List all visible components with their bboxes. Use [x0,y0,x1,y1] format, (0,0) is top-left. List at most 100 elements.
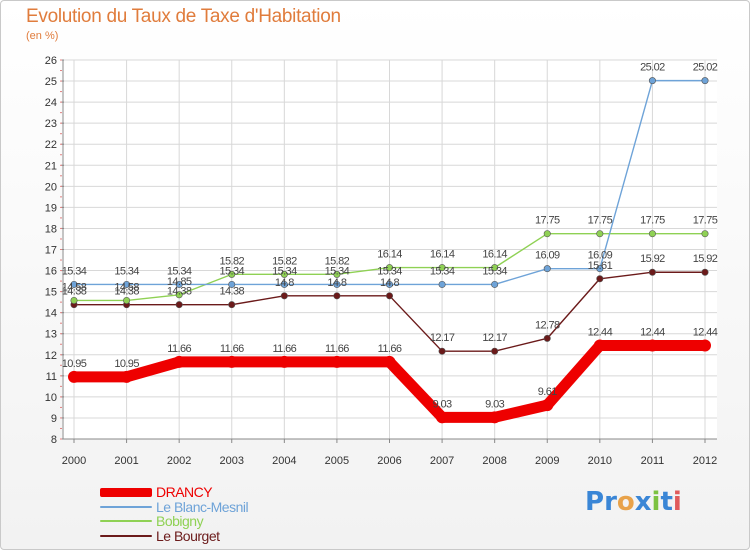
data-point [278,355,291,368]
y-tick-label: 12 [45,350,57,362]
legend-label: Le Blanc-Mesnil [156,499,249,515]
data-point [385,292,393,300]
x-tick-label: 2006 [377,455,401,467]
data-label: 14.58 [114,281,139,293]
data-label: 11.66 [220,343,244,355]
data-label: 16.14 [430,249,455,261]
data-label: 9.03 [433,398,452,410]
data-point [333,280,341,288]
y-tick-label: 8 [51,434,57,446]
legend-item: Le Blanc-Mesnil [100,499,249,515]
x-tick-label: 2005 [325,455,349,467]
data-point [385,264,393,272]
data-label: 15.34 [325,265,350,277]
data-label: 14.38 [219,286,244,298]
data-point [123,296,131,304]
data-point [543,230,551,238]
data-point [330,355,343,368]
data-point [541,399,554,412]
data-point [646,339,659,352]
data-point [543,334,551,342]
data-label: 12.17 [430,332,455,344]
data-point [648,77,656,85]
data-point [701,77,709,85]
data-label: 14.8 [327,277,346,289]
data-point [699,339,711,352]
data-point [596,230,604,238]
data-label: 15.34 [114,265,139,277]
y-tick-label: 20 [45,181,57,193]
data-label: 16.09 [588,250,613,262]
y-tick-label: 9 [51,413,57,425]
data-label: 15.82 [325,255,350,267]
data-label: 16.09 [535,250,560,262]
legend-label: Bobigny [156,513,204,529]
data-label: 14.8 [380,277,399,289]
data-point [593,339,606,352]
y-tick-label: 23 [45,118,57,130]
data-label: 25.02 [693,62,718,74]
data-label: 12.44 [693,327,718,339]
data-point [383,355,396,368]
legend-swatch [100,487,152,497]
data-point [68,370,80,383]
data-label: 15.61 [588,260,613,272]
data-label: 11.66 [272,343,296,355]
legend-swatch [100,535,152,537]
data-label: 11.66 [378,343,402,355]
data-label: 9.03 [485,398,504,410]
x-tick-label: 2011 [641,455,665,467]
data-point [543,265,551,273]
data-point [648,230,656,238]
data-label: 15.34 [272,265,297,277]
data-point [491,280,499,288]
data-point [280,292,288,300]
data-label: 12.44 [640,327,665,339]
data-point [488,411,501,424]
data-label: 17.75 [640,215,665,227]
data-label: 10.95 [62,358,87,370]
y-tick-label: 21 [45,160,57,172]
y-tick-label: 18 [45,223,57,235]
y-tick-label: 13 [45,329,57,341]
data-point [173,355,186,368]
data-point [228,301,236,309]
data-label: 14.38 [167,286,192,298]
data-point [123,280,131,288]
data-point [491,264,499,272]
x-tick-label: 2003 [220,455,244,467]
data-point [596,275,604,283]
legend-swatch [100,520,152,522]
data-point [175,280,183,288]
data-point [385,280,393,288]
data-label: 14.58 [62,281,87,293]
data-label: 12.44 [588,327,613,339]
data-point [228,280,236,288]
legend-label: DRANCY [156,484,213,500]
y-tick-label: 14 [45,308,57,320]
data-point [438,280,446,288]
x-tick-label: 2010 [588,455,612,467]
data-point [175,301,183,309]
legend-item: Bobigny [100,513,204,529]
data-label: 9.61 [538,386,557,398]
data-point [70,280,78,288]
data-point [333,292,341,300]
x-tick-label: 2001 [114,455,138,467]
y-tick-label: 25 [45,76,57,88]
data-label: 11.66 [167,343,191,355]
data-label: 15.82 [272,255,297,267]
data-label: 15.34 [167,265,192,277]
data-label: 17.75 [588,215,613,227]
data-point [438,347,446,355]
logo-letter: x [634,487,652,517]
x-tick-label: 2009 [535,455,559,467]
logo-letter: t [660,487,673,517]
y-tick-label: 26 [45,55,57,67]
data-point [596,265,604,273]
data-label: 15.82 [219,255,244,267]
y-tick-label: 11 [46,371,57,383]
data-label: 10.95 [114,358,139,370]
data-point [70,296,78,304]
y-tick-label: 10 [45,392,57,404]
